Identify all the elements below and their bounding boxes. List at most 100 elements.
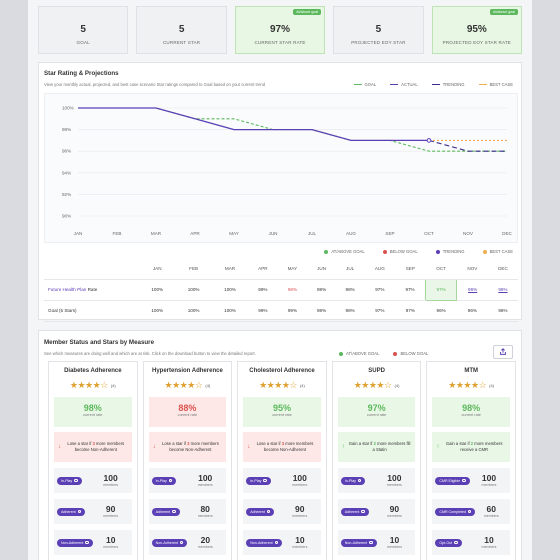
kpi-row: 5 GOAL 5 CURRENT STAR At/above goal 97% … [38, 6, 523, 54]
message-count: 2 [373, 441, 376, 447]
current-rate-label: current rate [461, 413, 481, 417]
table-cell: 100% [175, 300, 212, 322]
row-label: Goal (5 Stars) [44, 300, 139, 322]
info-icon [361, 509, 365, 514]
table-cell: 96% [487, 279, 518, 301]
legend-label: GOAL [364, 82, 377, 87]
y-tick-label: 92% [62, 192, 71, 197]
x-tick-label: DEC [502, 231, 512, 236]
legend-swatch [390, 83, 399, 86]
measure-card: Hypertension Adherence ★★★★☆ (4) 88% current… [142, 361, 233, 560]
member-count: 10 members [471, 535, 507, 550]
kpi-goal: 5 GOAL [38, 6, 129, 54]
member-count: 20 members [187, 536, 223, 550]
status-pill[interactable]: Non-Adherent [57, 538, 93, 547]
table-cell: 96% [487, 300, 518, 322]
legend-label: AT/ABOVE GOAL [331, 249, 365, 254]
status-pill[interactable]: Adherent [246, 507, 275, 516]
x-tick-label: JAN [74, 231, 83, 236]
status-pill[interactable]: Adherent [340, 507, 369, 516]
table-cell: 100% [139, 300, 176, 322]
legend-item: TRENDING [435, 249, 465, 254]
member-stat-row: Non-Adherent 20 members [148, 530, 227, 555]
legend-item: AT/ABOVE GOAL [324, 249, 365, 254]
column-header: MAY [277, 259, 308, 280]
status-pill[interactable]: Non-Adherent [340, 538, 377, 547]
arrow-up-icon: ↑ [341, 444, 345, 450]
status-pill[interactable]: In-Play [151, 476, 177, 485]
member-stat-row: Adherent 80 members [148, 499, 227, 524]
member-count: 100 members [282, 474, 318, 488]
star-rating: ★★★★☆ (4) [49, 380, 137, 391]
status-pill[interactable]: Adherent [151, 507, 180, 516]
legend-item: BELOW GOAL [393, 351, 428, 356]
x-tick-label: MAY [229, 231, 239, 236]
star-rating: ★★★★☆ (4) [238, 380, 326, 391]
member-count: 100 members [93, 474, 129, 488]
status-pill[interactable]: In-Play [57, 476, 82, 485]
current-rate-label: current rate [83, 413, 103, 417]
star-count: (4) [394, 383, 400, 389]
status-pill[interactable]: In-Play [246, 476, 271, 485]
pill-label: Adherent [155, 509, 171, 514]
legend-label: BELOW GOAL [400, 351, 429, 356]
info-icon [263, 478, 267, 483]
kpi-label: GOAL [76, 40, 90, 45]
member-count: 10 members [377, 536, 413, 550]
table-cell: 100% [211, 279, 249, 301]
kpi-value: 5 [178, 24, 185, 35]
star-icons: ★★★★☆ [259, 380, 297, 390]
member-count-value: 10 [484, 535, 494, 545]
kpi-value: 5 [375, 24, 382, 35]
table-cell: 99% [248, 300, 278, 322]
export-button[interactable] [493, 345, 513, 359]
info-icon [168, 478, 173, 483]
legend-label: TRENDING [442, 249, 465, 254]
member-stat-row: In-Play 100 members [54, 468, 132, 493]
message-pre: Gain a star if [348, 441, 374, 447]
info-icon [357, 478, 362, 483]
member-stat-row: Adherent 90 members [337, 499, 416, 524]
status-pill[interactable]: Non-Adherent [246, 538, 283, 547]
member-stat-row: Opt-Out 10 members [432, 530, 510, 555]
member-count-value: 60 [486, 504, 496, 514]
table-row: Future Health Plan Rate 100% 100% 100% 99% 9… [44, 278, 518, 301]
member-count-label: members [386, 483, 402, 487]
status-pill[interactable]: Opt-Out [435, 538, 462, 547]
legend-swatch [339, 351, 343, 356]
legend-item: AT/ABOVE GOAL [339, 351, 379, 356]
member-stat-row: CMR Eligible 100 members [432, 468, 510, 493]
legend-label: ACTUAL [401, 82, 418, 87]
current-rate-value: 97% [367, 403, 386, 413]
current-rate-value: 95% [272, 403, 291, 413]
member-count: 80 members [187, 505, 223, 519]
member-count-label: members [483, 514, 499, 518]
measure-card: SUPD ★★★★☆ (4) 97% current rate ↑ Gain a star … [331, 361, 422, 560]
measure-title: Cholesterol Adherence [249, 368, 315, 374]
table-cell: 98% [335, 300, 365, 322]
column-header: FEB [175, 259, 212, 280]
legend-label: BEST CASE [489, 249, 513, 254]
pill-label: Opt-Out [439, 540, 453, 545]
message-pre: Lose a star if [256, 441, 282, 447]
status-pill[interactable]: Non-Adherent [151, 538, 188, 547]
column-header: MAR [211, 259, 249, 280]
member-count-value: 100 [481, 473, 497, 483]
current-rate-box: 98% current rate [432, 397, 510, 427]
measure-card: Cholesterol Adherence ★★★★☆ (4) 95% current … [237, 361, 327, 560]
status-pill[interactable]: In-Play [340, 476, 366, 485]
column-header: JUN [307, 259, 336, 280]
status-pill[interactable]: CMR Completed [435, 507, 476, 516]
current-rate-box: 98% current rate [54, 397, 132, 427]
legend-item: BEST CASE [482, 249, 513, 254]
kpi-current-star-rate: At/above goal 97% CURRENT STAR RATE [234, 6, 326, 54]
star-change-message: ↓ Lose a star if 3 more members become No… [243, 432, 321, 462]
kpi-value: 95% [466, 24, 487, 35]
current-rate-box: 97% current rate [337, 397, 416, 427]
panel-title: Member Status and Stars by Measure [44, 339, 155, 346]
member-stat-row: Non-Adherent 10 members [54, 530, 132, 555]
status-pill[interactable]: Adherent [57, 507, 86, 516]
column-header: NOV [456, 259, 488, 280]
star-count: (4) [205, 383, 211, 389]
status-pill[interactable]: CMR Eligible [435, 476, 470, 485]
